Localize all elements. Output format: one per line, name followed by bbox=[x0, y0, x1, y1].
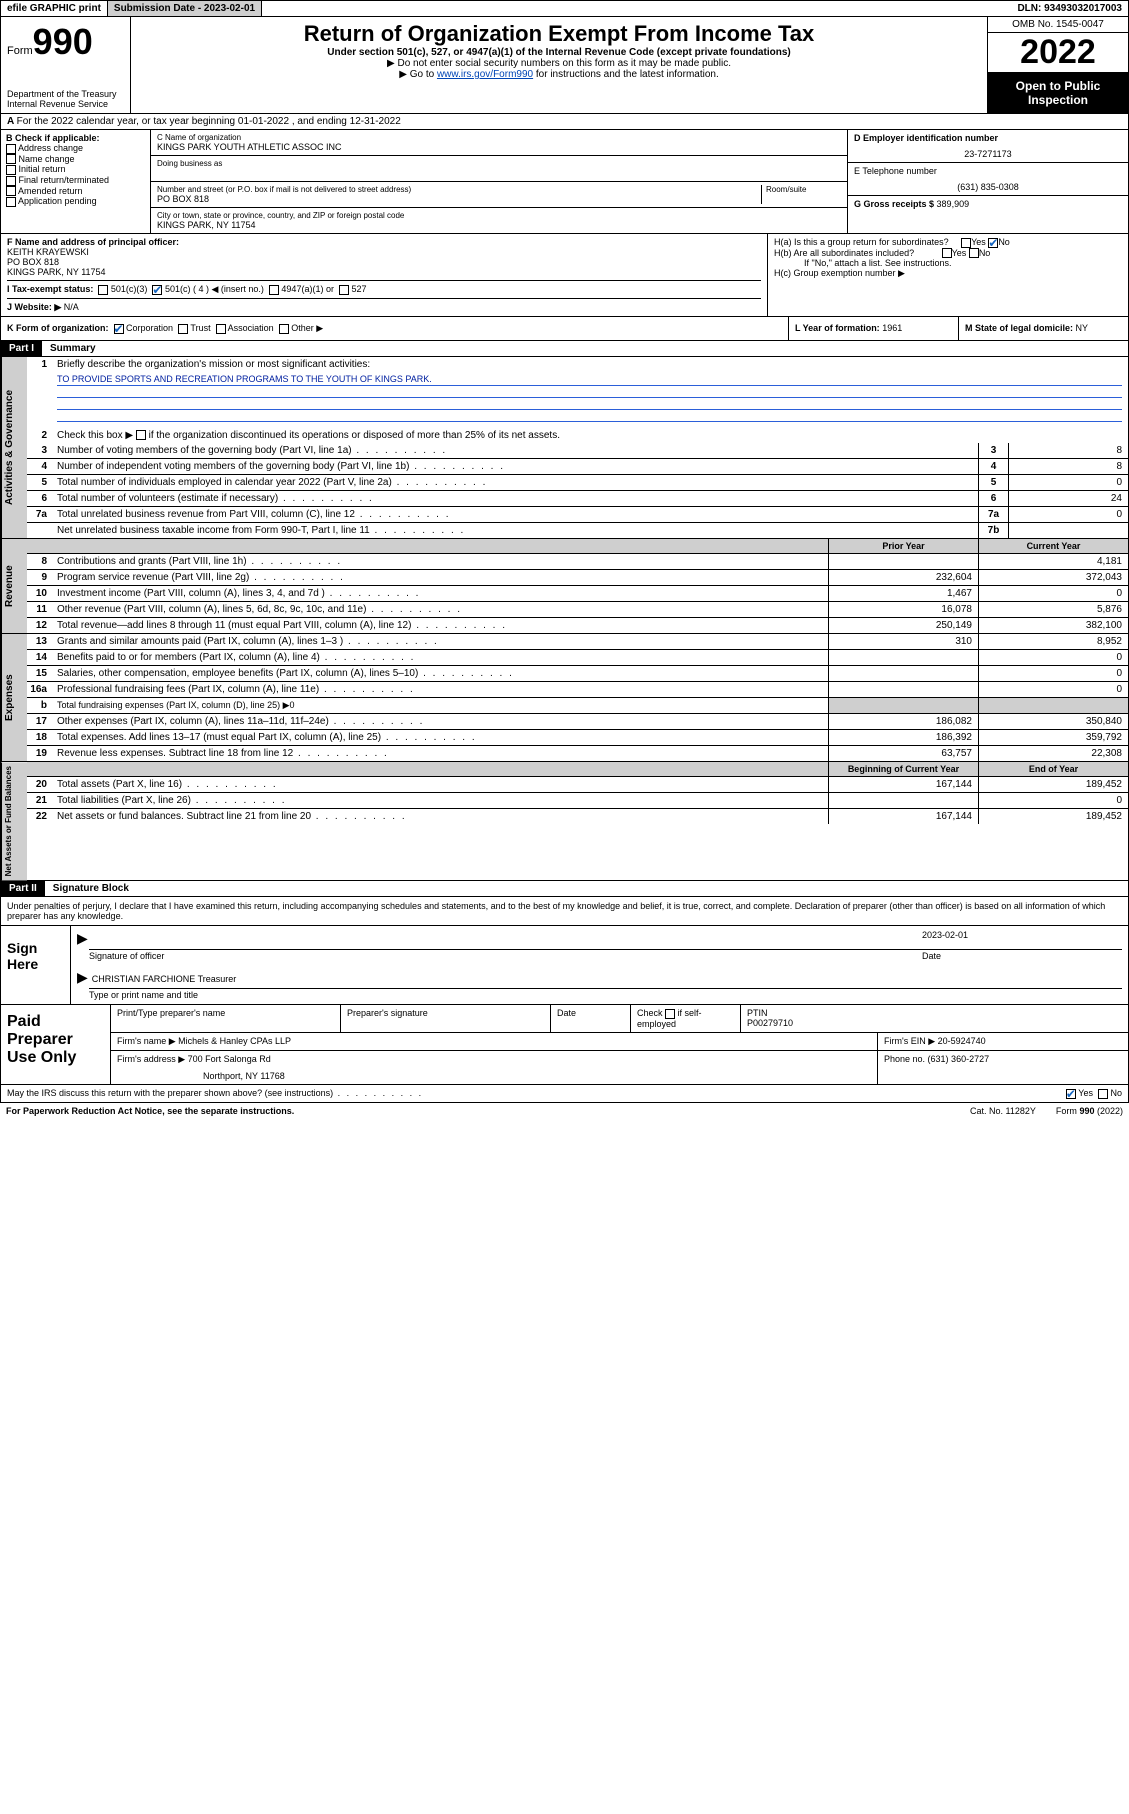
form-note-1: ▶ Do not enter social security numbers o… bbox=[141, 58, 977, 69]
year-box: OMB No. 1545-0047 2022 Open to Public In… bbox=[988, 17, 1128, 113]
section-f-h: F Name and address of principal officer:… bbox=[0, 234, 1129, 317]
paid-preparer-block: Paid Preparer Use Only Print/Type prepar… bbox=[0, 1005, 1129, 1085]
form990-link[interactable]: www.irs.gov/Form990 bbox=[437, 69, 533, 80]
form-number-box: Form990 Department of the Treasury Inter… bbox=[1, 17, 131, 113]
row-a-tax-year: A For the 2022 calendar year, or tax yea… bbox=[0, 114, 1129, 130]
sign-here-label: Sign Here bbox=[1, 926, 71, 1004]
topbar-spacer bbox=[262, 7, 1011, 11]
efile-label결과-label: efile GRAPHIC print bbox=[1, 1, 108, 16]
vtab-revenue: Revenue bbox=[1, 539, 27, 633]
tax-year: 2022 bbox=[988, 33, 1128, 73]
paid-preparer-label: Paid Preparer Use Only bbox=[1, 1005, 111, 1084]
vtab-expenses: Expenses bbox=[1, 634, 27, 761]
paperwork-notice: For Paperwork Reduction Act Notice, see … bbox=[0, 1103, 1129, 1119]
vtab-governance: Activities & Governance bbox=[1, 357, 27, 538]
form-title: Return of Organization Exempt From Incom… bbox=[141, 21, 977, 47]
submission-date-button[interactable]: Submission Date - 2023-02-01 bbox=[108, 1, 262, 16]
section-h: H(a) Is this a group return for subordin… bbox=[768, 234, 1128, 316]
dln-label: DLN: 93493032017003 bbox=[1011, 1, 1128, 16]
part-1-netassets: Net Assets or Fund Balances Beginning of… bbox=[0, 762, 1129, 881]
section-c: C Name of organizationKINGS PARK YOUTH A… bbox=[151, 130, 848, 233]
form-title-box: Return of Organization Exempt From Incom… bbox=[131, 17, 988, 113]
part-1-header: Part ISummary bbox=[0, 341, 1129, 357]
signature-intro: Under penalties of perjury, I declare th… bbox=[0, 897, 1129, 926]
section-d-e-g: D Employer identification number23-72711… bbox=[848, 130, 1128, 233]
section-b-c-d: B Check if applicable: Address change Na… bbox=[0, 130, 1129, 234]
form-subtitle: Under section 501(c), 527, or 4947(a)(1)… bbox=[141, 47, 977, 58]
part-1-expenses: Expenses 13Grants and similar amounts pa… bbox=[0, 634, 1129, 762]
vtab-netassets: Net Assets or Fund Balances bbox=[1, 762, 27, 880]
form-header: Form990 Department of the Treasury Inter… bbox=[0, 17, 1129, 114]
top-bar: efile GRAPHIC print Submission Date - 20… bbox=[0, 0, 1129, 17]
form-note-2: ▶ Go to www.irs.gov/Form990 for instruct… bbox=[141, 69, 977, 80]
dept-label: Department of the Treasury Internal Reve… bbox=[7, 89, 124, 109]
part-1-revenue: Revenue Prior YearCurrent Year 8Contribu… bbox=[0, 539, 1129, 634]
omb-number: OMB No. 1545-0047 bbox=[988, 17, 1128, 33]
section-f: F Name and address of principal officer:… bbox=[1, 234, 768, 316]
part-1-governance: Activities & Governance 1 Briefly descri… bbox=[0, 357, 1129, 539]
discuss-row: May the IRS discuss this return with the… bbox=[0, 1085, 1129, 1103]
sign-here-block: Sign Here ▶ 2023-02-01 Signature of offi… bbox=[0, 926, 1129, 1005]
part-2-header: Part IISignature Block bbox=[0, 881, 1129, 897]
section-b: B Check if applicable: Address change Na… bbox=[1, 130, 151, 233]
open-to-public: Open to Public Inspection bbox=[988, 73, 1128, 113]
row-k: K Form of organization: Corporation Trus… bbox=[0, 317, 1129, 341]
